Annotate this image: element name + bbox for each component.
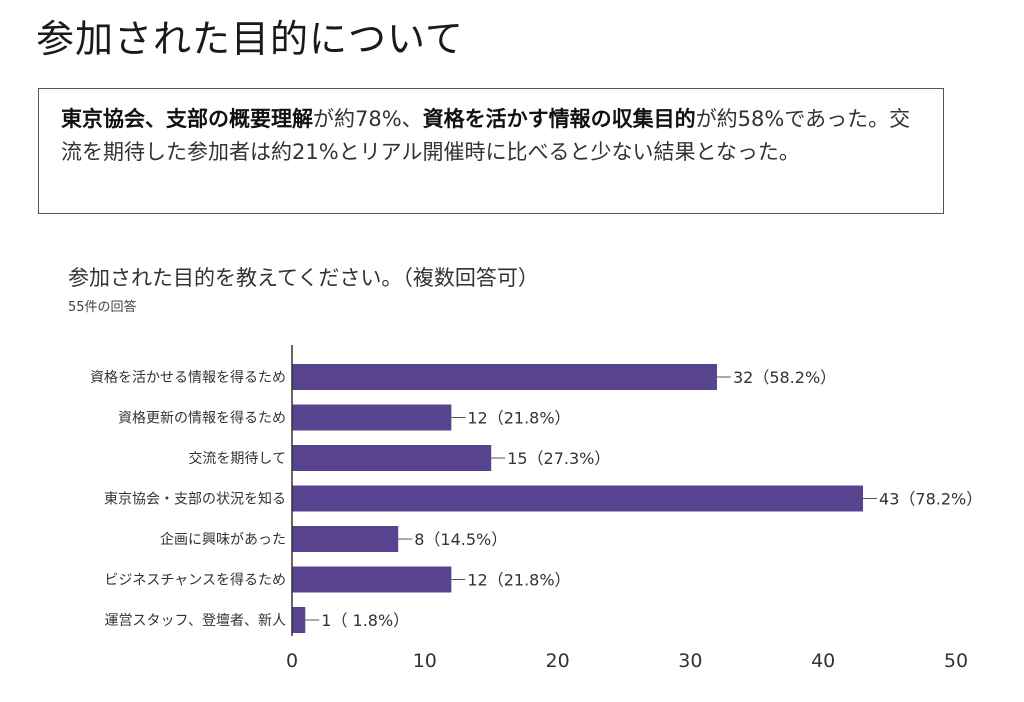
value-label: 8（14.5%）: [414, 530, 507, 549]
summary-text: 東京協会、支部の概要理解が約78%、資格を活かす情報の収集目的が約58%であった…: [61, 107, 910, 164]
category-label: 資格を活かせる情報を得るため: [90, 369, 286, 386]
summary-segment: 資格を活かす情報の収集目的: [422, 107, 696, 131]
x-tick-label: 50: [944, 650, 968, 672]
category-label: 資格更新の情報を得るため: [118, 410, 286, 427]
value-label: 15（27.3%）: [507, 449, 610, 468]
x-tick-label: 30: [678, 650, 702, 672]
x-tick-label: 0: [286, 650, 298, 672]
category-label: 交流を期待して: [188, 450, 286, 467]
page-title: 参加された目的について: [36, 17, 464, 61]
x-tick-label: 40: [811, 650, 835, 672]
x-tick-label: 20: [546, 650, 570, 672]
bar: [292, 566, 452, 593]
category-label: ビジネスチャンスを得るため: [104, 572, 286, 589]
bar: [292, 485, 864, 512]
summary-box: 東京協会、支部の概要理解が約78%、資格を活かす情報の収集目的が約58%であった…: [38, 88, 944, 214]
bar: [292, 607, 306, 633]
survey-question: 参加された目的を教えてください。（複数回答可）: [68, 266, 539, 290]
bar: [292, 445, 492, 471]
category-label: 東京協会・支部の状況を知る: [104, 491, 286, 508]
value-label: 43（78.2%）: [879, 490, 982, 509]
value-label: 32（58.2%）: [733, 368, 836, 387]
response-count: 55件の回答: [68, 300, 137, 315]
summary-segment: 東京協会、支部の概要理解: [61, 107, 313, 131]
category-label: 運営スタッフ、登壇者、新人: [105, 612, 286, 629]
summary-segment: が約78%、: [313, 107, 423, 131]
value-label: 12（21.8%）: [467, 409, 570, 428]
value-label: 1（ 1.8%）: [321, 611, 409, 630]
x-tick-label: 10: [413, 650, 437, 672]
bar: [292, 404, 452, 431]
bar: [292, 526, 399, 552]
summary-segment: が約58%であった。交流を期待した参加者は約21%とリアル開催時に比べると少ない…: [61, 107, 911, 164]
bar: [292, 364, 717, 390]
category-label: 企画に興味があった: [160, 531, 286, 548]
value-label: 12（21.8%）: [467, 571, 570, 590]
